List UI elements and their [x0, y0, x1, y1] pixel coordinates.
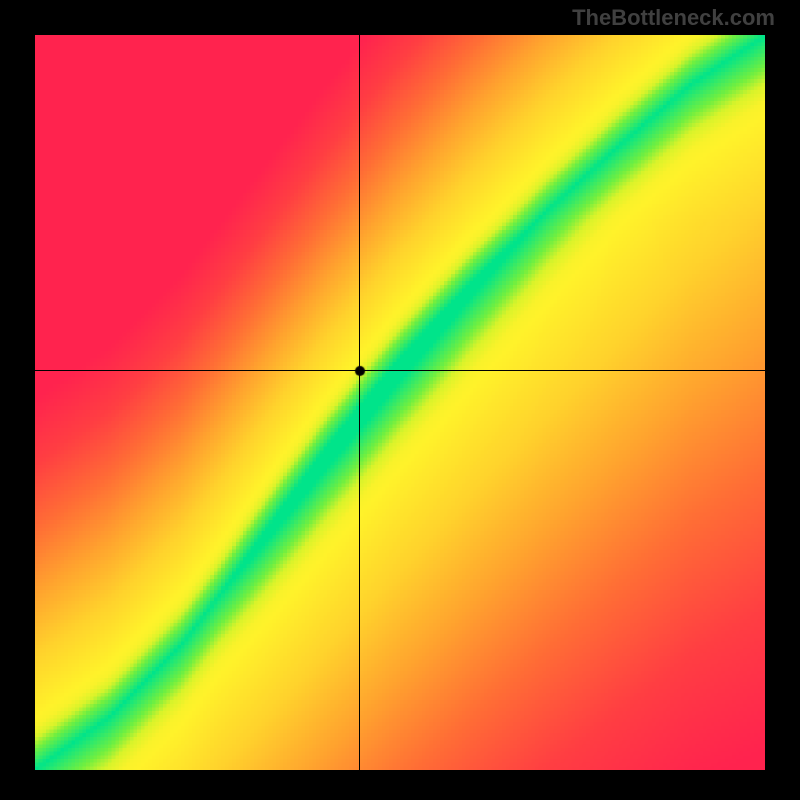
watermark-text: TheBottleneck.com — [572, 5, 775, 31]
bottleneck-heatmap — [35, 35, 765, 770]
crosshair-vertical — [359, 35, 360, 770]
chart-container: TheBottleneck.com — [0, 0, 800, 800]
crosshair-horizontal — [35, 370, 765, 371]
crosshair-marker — [354, 365, 366, 377]
